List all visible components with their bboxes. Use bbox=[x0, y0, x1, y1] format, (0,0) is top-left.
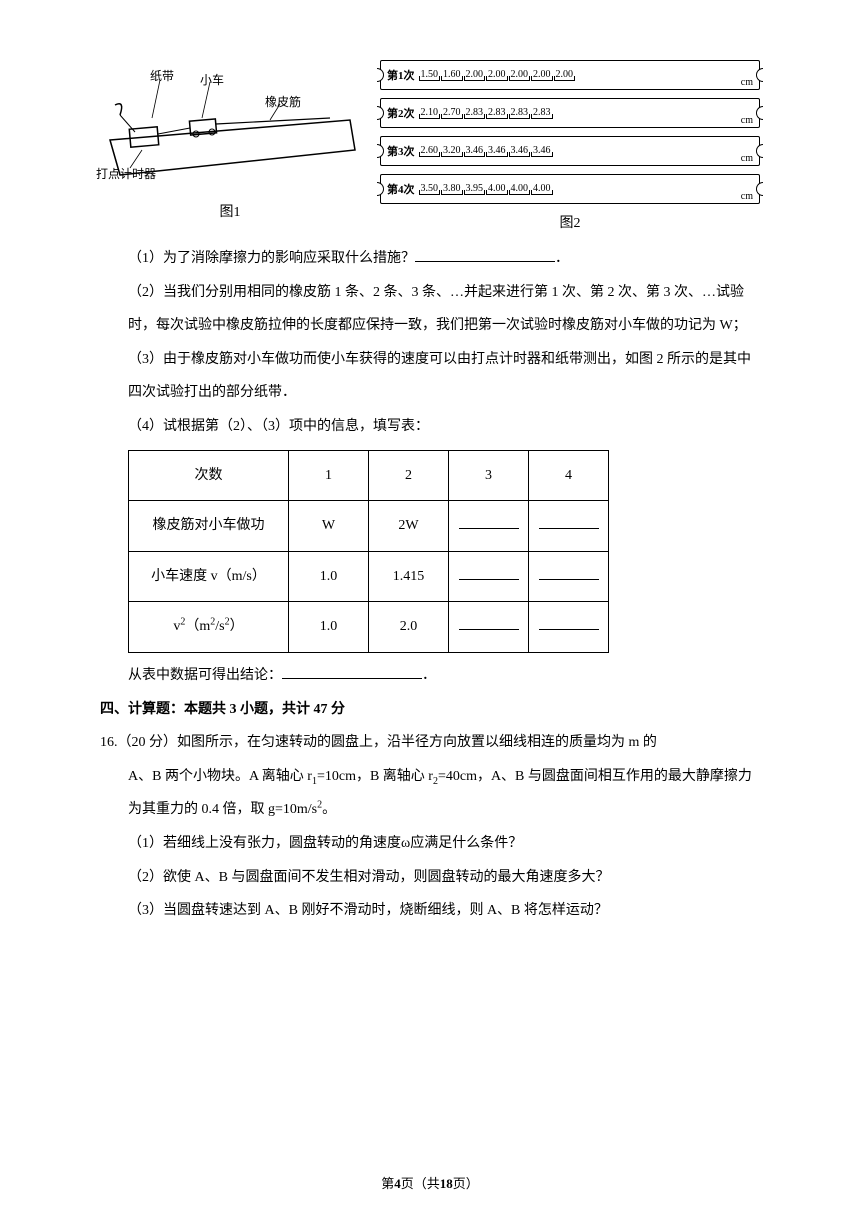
row-label: 橡皮筋对小车做功 bbox=[129, 501, 289, 552]
row-label: v2（m2/s2） bbox=[129, 602, 289, 653]
conclusion-line: 从表中数据可得出结论：． bbox=[100, 659, 760, 693]
question-4: （4）试根据第（2）、（3）项中的信息，填写表： bbox=[100, 410, 760, 444]
p16-q3: （3）当圆盘转速达到 A、B 刚好不滑动时，烧断细线，则 A、B 将怎样运动？ bbox=[100, 894, 760, 928]
tape-values: 3.503.803.954.004.004.00 bbox=[419, 183, 553, 195]
tape-values: 2.603.203.463.463.463.46 bbox=[419, 145, 553, 157]
blank-field[interactable] bbox=[282, 665, 422, 679]
tape-unit: cm bbox=[741, 115, 753, 126]
th-3: 3 bbox=[449, 450, 529, 501]
tape-values: 2.102.702.832.832.832.83 bbox=[419, 107, 553, 119]
table-row: v2（m2/s2） 1.0 2.0 bbox=[129, 602, 609, 653]
table-row: 橡皮筋对小车做功 W 2W bbox=[129, 501, 609, 552]
tape-unit: cm bbox=[741, 191, 753, 202]
p16-q1: （1）若细线上没有张力，圆盘转动的角速度ω应满足什么条件？ bbox=[100, 827, 760, 861]
figure-1-caption: 图1 bbox=[100, 201, 360, 221]
blank-field bbox=[539, 566, 599, 580]
tape-unit: cm bbox=[741, 153, 753, 164]
table-header-row: 次数 1 2 3 4 bbox=[129, 450, 609, 501]
tape-strip-2: 第2次 2.102.702.832.832.832.83 cm bbox=[380, 98, 760, 128]
question-2: （2）当我们分别用相同的橡皮筋 1 条、2 条、3 条、…并起来进行第 1 次、… bbox=[100, 276, 760, 343]
blank-field[interactable] bbox=[415, 248, 555, 262]
section-4-heading: 四、计算题：本题共 3 小题，共计 47 分 bbox=[100, 693, 760, 727]
problem-16: 16.（20 分）如图所示，在匀速转动的圆盘上，沿半径方向放置以细线相连的质量均… bbox=[100, 726, 760, 928]
table-row: 小车速度 v（m/s） 1.0 1.415 bbox=[129, 551, 609, 602]
blank-field bbox=[459, 515, 519, 529]
th-4: 4 bbox=[529, 450, 609, 501]
tape-strip-1: 第1次 1.501.602.002.002.002.002.00 cm bbox=[380, 60, 760, 90]
question-1: （1）为了消除摩擦力的影响应采取什么措施？． bbox=[100, 242, 760, 276]
tape-strip-3: 第3次 2.603.203.463.463.463.46 cm bbox=[380, 136, 760, 166]
tape-values: 1.501.602.002.002.002.002.00 bbox=[419, 69, 576, 81]
q1-text: （1）为了消除摩擦力的影响应采取什么措施？ bbox=[128, 251, 415, 266]
blank-field bbox=[459, 616, 519, 630]
th-1: 1 bbox=[289, 450, 369, 501]
question-3: （3）由于橡皮筋对小车做功而使小车获得的速度可以由打点计时器和纸带测出，如图 2… bbox=[100, 343, 760, 410]
blank-field bbox=[539, 515, 599, 529]
th-2: 2 bbox=[369, 450, 449, 501]
p16-q2: （2）欲使 A、B 与圆盘面间不发生相对滑动，则圆盘转动的最大角速度多大？ bbox=[100, 861, 760, 895]
tape-unit: cm bbox=[741, 77, 753, 88]
label-cart: 小车 bbox=[200, 71, 224, 88]
tape-strip-4: 第4次 3.503.803.954.004.004.00 cm bbox=[380, 174, 760, 204]
p16-line2: A、B 两个小物块。A 离轴心 r1=10cm，B 离轴心 r2=40cm，A、… bbox=[100, 760, 760, 827]
page-footer: 第4页（共18页） bbox=[0, 1173, 860, 1192]
tape-label: 第4次 bbox=[387, 181, 415, 197]
figures-row: 纸带 小车 橡皮筋 打点计时器 图1 第1次 1.501.602.002.002.… bbox=[100, 60, 760, 232]
blank-field bbox=[459, 566, 519, 580]
data-table: 次数 1 2 3 4 橡皮筋对小车做功 W 2W 小车速度 v（m/s） 1.0… bbox=[128, 450, 609, 653]
figure-2-caption: 图2 bbox=[380, 212, 760, 232]
row-label: 小车速度 v（m/s） bbox=[129, 551, 289, 602]
tape-label: 第1次 bbox=[387, 67, 415, 83]
blank-field bbox=[539, 616, 599, 630]
label-tape: 纸带 bbox=[150, 67, 174, 84]
label-timer: 打点计时器 bbox=[96, 165, 156, 182]
tape-label: 第2次 bbox=[387, 105, 415, 121]
figure-1: 纸带 小车 橡皮筋 打点计时器 图1 bbox=[100, 60, 360, 221]
label-rubber: 橡皮筋 bbox=[265, 93, 301, 110]
figure-2: 第1次 1.501.602.002.002.002.002.00 cm 第2次 2.10… bbox=[380, 60, 760, 232]
p16-intro: 16.（20 分）如图所示，在匀速转动的圆盘上，沿半径方向放置以细线相连的质量均… bbox=[100, 726, 760, 760]
th-times: 次数 bbox=[129, 450, 289, 501]
tape-label: 第3次 bbox=[387, 143, 415, 159]
